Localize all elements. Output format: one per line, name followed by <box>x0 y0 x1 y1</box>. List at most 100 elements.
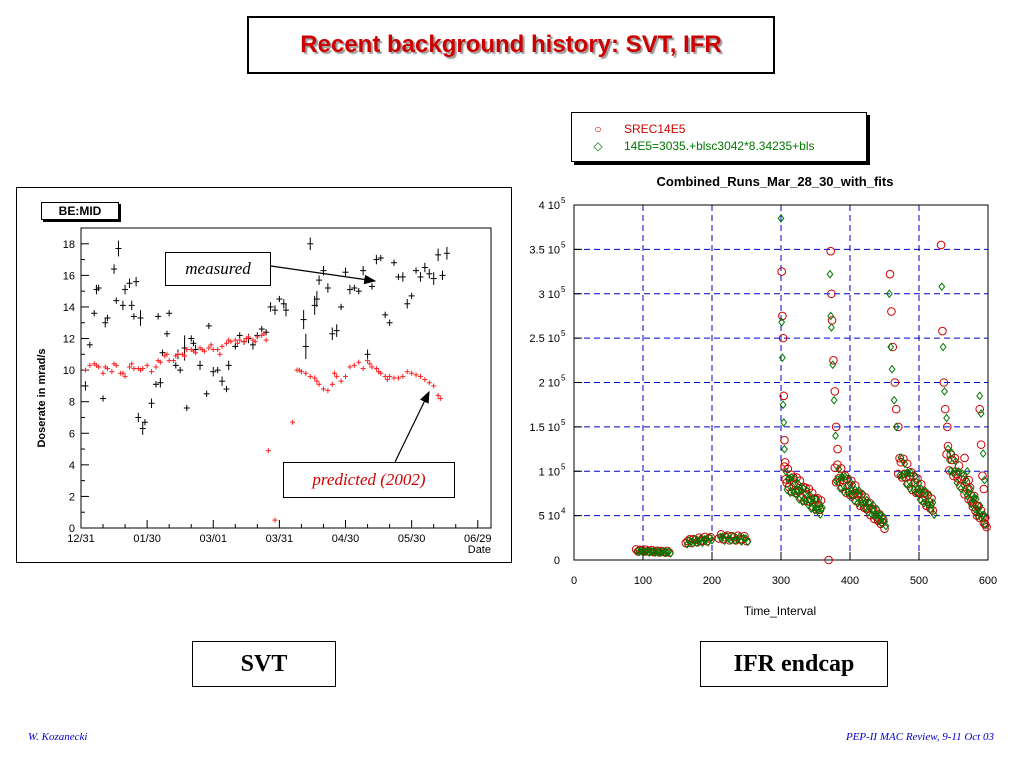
measured-point <box>148 398 155 408</box>
svt-y-tick-label: 16 <box>63 270 75 282</box>
fit-data-point <box>963 466 971 476</box>
fit-data-point <box>744 537 752 547</box>
measured-point <box>360 265 367 276</box>
fit-data-point <box>878 519 886 529</box>
fit-data-point <box>902 479 910 489</box>
ifr-y-tick-label: 0 <box>554 555 560 567</box>
ifr-x-tick-label: 0 <box>571 575 577 587</box>
fit-data-point <box>948 448 956 458</box>
predicted-point <box>272 517 278 523</box>
measured-point <box>404 299 411 309</box>
fit-data-point <box>943 413 951 423</box>
legend-label-srec: SREC14E5 <box>624 122 686 136</box>
predicted-arrow <box>394 390 430 463</box>
predicted-point <box>175 351 181 357</box>
fit-data-point <box>818 503 826 513</box>
predicted-point <box>201 348 207 354</box>
measured-point <box>399 272 406 282</box>
srec-data-point <box>964 475 973 485</box>
predicted-point <box>378 370 384 376</box>
fit-data-point <box>733 534 741 544</box>
ifr-y-tick-exponent: 5 <box>561 374 566 383</box>
measured-point <box>219 376 226 386</box>
predicted-point <box>307 373 313 379</box>
predicted-point <box>246 334 252 340</box>
ifr-x-tick-label: 100 <box>634 575 652 587</box>
srec-data-point <box>942 422 952 432</box>
predicted-point <box>223 340 229 346</box>
measured-point <box>236 332 243 339</box>
measured-point <box>413 267 420 274</box>
fit-data-point <box>979 449 987 458</box>
ifr-x-tick-label: 400 <box>841 575 859 587</box>
predicted-point <box>126 364 132 370</box>
fit-data-point <box>778 317 786 327</box>
fit-data-point <box>800 483 807 493</box>
predicted-point <box>404 369 410 375</box>
fit-data-point <box>740 533 748 543</box>
predicted-point <box>290 419 296 425</box>
srec-data-point <box>979 484 989 494</box>
fit-data-point <box>873 504 881 514</box>
predicted-point <box>206 345 212 351</box>
fit-data-point <box>661 548 669 558</box>
fit-data-point <box>844 487 852 497</box>
measured-point <box>421 262 428 273</box>
fit-data-point <box>781 444 788 454</box>
fit-data-point <box>693 538 701 548</box>
fit-data-point <box>925 491 933 500</box>
fit-data-point <box>980 510 988 519</box>
measured-point <box>104 314 111 322</box>
predicted-point <box>122 373 128 379</box>
measured-point <box>141 419 148 426</box>
predicted-point <box>325 388 331 394</box>
svt-y-tick-label: 4 <box>69 460 75 472</box>
fit-data-point <box>887 342 895 352</box>
srec-data-point <box>777 267 786 276</box>
predicted-point <box>100 370 106 376</box>
fit-data-point <box>890 395 898 405</box>
predicted-point <box>360 366 366 372</box>
measured-point <box>205 322 212 330</box>
measured-point <box>342 267 349 277</box>
measured-point <box>203 390 210 397</box>
fit-data-point <box>641 547 649 557</box>
measured-point <box>139 422 146 435</box>
srec-data-point <box>779 391 789 401</box>
srec-data-point <box>894 422 903 432</box>
svt-y-tick-label: 12 <box>63 334 75 346</box>
fit-data-point <box>939 342 947 352</box>
measured-point <box>355 288 362 295</box>
measured-point <box>364 349 371 360</box>
srec-data-point <box>891 404 901 414</box>
svt-x-axis-label: Date <box>468 544 491 556</box>
fit-data-point <box>919 487 927 497</box>
ifr-y-tick-exponent: 5 <box>561 418 566 427</box>
predicted-point <box>217 351 223 357</box>
predicted-point <box>314 378 320 384</box>
measured-point <box>111 264 118 274</box>
measured-point <box>91 310 98 317</box>
predicted-point <box>166 358 172 364</box>
predicted-point <box>351 362 357 368</box>
measured-point <box>346 284 353 295</box>
fit-data-point <box>731 536 739 545</box>
srec-data-point <box>887 307 896 316</box>
fit-data-point <box>979 510 987 520</box>
predicted-point <box>144 362 150 368</box>
srec-data-point <box>826 246 835 256</box>
fit-data-point <box>958 469 966 478</box>
fit-data-point <box>930 510 938 520</box>
srec-data-point <box>960 453 969 463</box>
legend-label-fit: 14E5=3035.+blsc3042*8.34235+bls <box>624 139 815 153</box>
measured-annotation: measured <box>165 252 271 286</box>
fit-data-point <box>663 547 671 557</box>
ifr-x-tick-label: 500 <box>910 575 928 587</box>
fit-data-point <box>645 548 653 557</box>
svt-y-tick-label: 0 <box>69 523 75 535</box>
fit-data-point <box>851 485 859 495</box>
measured-point <box>258 325 265 333</box>
fit-data-point <box>929 498 937 508</box>
measured-point <box>391 259 398 266</box>
fit-data-point <box>787 473 795 482</box>
